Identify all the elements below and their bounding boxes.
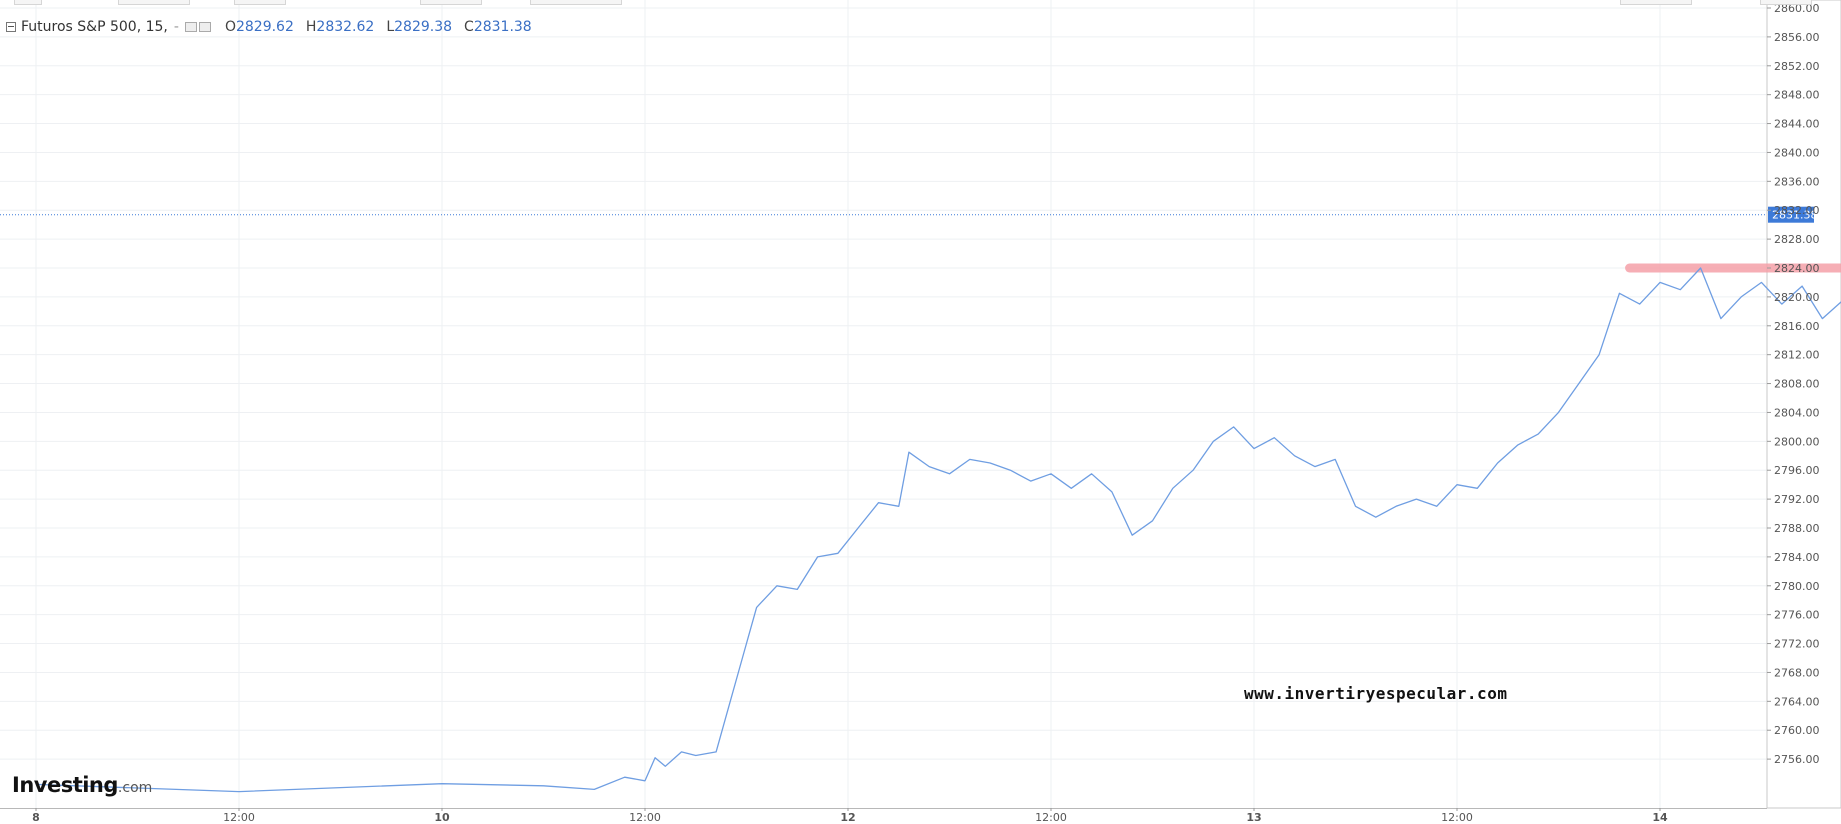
- y-tick-label: 2860.00: [1774, 2, 1820, 15]
- hide-icon[interactable]: [198, 22, 211, 32]
- series-layer: [35, 267, 1841, 793]
- x-tick-label: 12:00: [629, 811, 661, 824]
- x-tick-label: 8: [32, 811, 40, 824]
- legend-high-key: H: [305, 19, 317, 35]
- settings-icon[interactable]: [184, 22, 197, 32]
- y-tick-label: 2812.00: [1774, 349, 1820, 362]
- x-tick-label: 12:00: [223, 811, 255, 824]
- y-tick-label: 2760.00: [1774, 724, 1820, 737]
- x-tick-label: 10: [434, 811, 450, 824]
- legend-low-value: 2829.38: [394, 19, 453, 35]
- y-tick-label: 2796.00: [1774, 464, 1820, 477]
- legend-open-key: O: [224, 19, 236, 35]
- y-tick-label: 2756.00: [1774, 753, 1820, 766]
- legend-close-key: C: [464, 19, 474, 35]
- y-tick-label: 2772.00: [1774, 638, 1820, 651]
- legend-close-value: 2831.38: [473, 19, 532, 35]
- x-tick-label: 14: [1652, 811, 1668, 824]
- logo-name: Investing: [12, 773, 118, 797]
- watermark-text: www.invertiryespecular.com: [1244, 684, 1508, 703]
- logo-suffix: .com: [117, 780, 153, 796]
- y-tick-label: 2776.00: [1774, 609, 1820, 622]
- y-tick-label: 2836.00: [1774, 175, 1820, 188]
- legend-dash: -: [173, 19, 179, 35]
- y-tick-label: 2800.00: [1774, 435, 1820, 448]
- x-tick-label: 12:00: [1035, 811, 1067, 824]
- y-axis-panel[interactable]: [1766, 0, 1841, 809]
- y-tick-label: 2816.00: [1774, 320, 1820, 333]
- y-tick-label: 2840.00: [1774, 146, 1820, 159]
- toolbar-tab[interactable]: [530, 0, 622, 5]
- x-axis-ticks: 812:001012:001212:001312:001412:001512:0…: [32, 808, 1668, 824]
- x-axis-panel[interactable]: [0, 808, 1767, 824]
- y-tick-label: 2804.00: [1774, 406, 1820, 419]
- y-tick-label: 2792.00: [1774, 493, 1820, 506]
- last-price-label: 2831.38: [1772, 209, 1818, 222]
- legend-symbol: Futuros S&P 500, 15,: [21, 19, 168, 35]
- x-tick-label: 13: [1246, 811, 1261, 824]
- y-tick-label: 2820.00: [1774, 291, 1820, 304]
- y-tick-label: 2764.00: [1774, 695, 1820, 708]
- last-price-layer: 2831.38: [0, 206, 1818, 223]
- price-series-line: [35, 267, 1841, 793]
- x-tick-label: 12:00: [1441, 811, 1473, 824]
- y-tick-label: 2828.00: [1774, 233, 1820, 246]
- y-tick-label: 2832.00: [1774, 204, 1820, 217]
- legend-high-value: 2832.62: [316, 19, 375, 35]
- y-tick-label: 2856.00: [1774, 31, 1820, 44]
- investing-logo: Investing.com: [12, 773, 152, 797]
- y-tick-label: 2780.00: [1774, 580, 1820, 593]
- collapse-icon[interactable]: [6, 22, 16, 32]
- y-tick-label: 2852.00: [1774, 60, 1820, 73]
- y-tick-label: 2768.00: [1774, 666, 1820, 679]
- toolbar-tab[interactable]: [234, 0, 286, 5]
- y-tick-label: 2824.00: [1774, 262, 1820, 275]
- x-tick-label: 12: [840, 811, 855, 824]
- toolbar-tab[interactable]: [1760, 0, 1812, 5]
- toolbar-tab[interactable]: [420, 0, 482, 5]
- y-tick-label: 2788.00: [1774, 522, 1820, 535]
- toolbar-tab[interactable]: [14, 0, 42, 5]
- legend-open-value: 2829.62: [235, 19, 294, 35]
- y-tick-label: 2848.00: [1774, 89, 1820, 102]
- series-legend: Futuros S&P 500, 15, - O 2829.62 H 2832.…: [6, 18, 540, 36]
- last-price-badge: [1768, 206, 1814, 223]
- y-axis-ticks: 2756.00 2760.00 2764.00 2768.00 2772.00 2776.…: [1767, 2, 1820, 766]
- legend-low-key: L: [386, 19, 395, 35]
- toolbar-tab[interactable]: [118, 0, 190, 5]
- y-tick-label: 2844.00: [1774, 118, 1820, 131]
- toolbar-tab[interactable]: [1620, 0, 1692, 5]
- y-tick-label: 2808.00: [1774, 378, 1820, 391]
- y-tick-label: 2784.00: [1774, 551, 1820, 564]
